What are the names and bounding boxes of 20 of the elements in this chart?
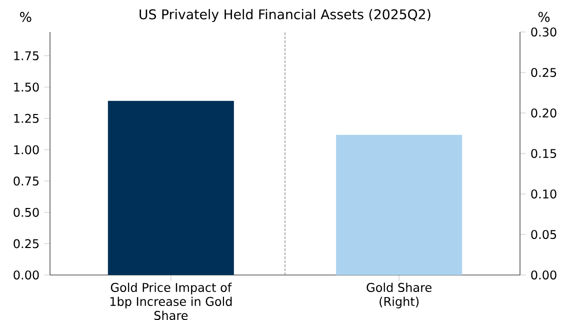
x-tick-label: Gold Price Impact of 1bp Increase in Gold Share (110, 282, 232, 320)
y2-tick-label: 0.00 (531, 270, 556, 280)
y-axis-title: % (20, 12, 32, 22)
y-tick-label: 0.75 (14, 176, 39, 186)
y2-axis-title: % (538, 12, 550, 22)
x-tick-label: Gold Share (Right) (366, 282, 432, 308)
y2-tick-label: 0.10 (531, 189, 556, 199)
y-tick-label: 1.25 (14, 114, 39, 123)
y-tick-label: 1.50 (14, 82, 39, 92)
y-tick-label: 0.25 (14, 239, 39, 248)
y-tick-label: 0.00 (14, 270, 39, 280)
y2-tick-label: 0.20 (531, 108, 556, 118)
y2-tick-label: 0.15 (531, 148, 556, 158)
y2-tick-label: 0.25 (531, 68, 556, 78)
y-tick-label: 1.75 (14, 51, 39, 60)
chart-title: US Privately Held Financial Assets (2025Q2) (140, 9, 430, 22)
y-tick-label: 1.00 (14, 145, 39, 154)
y2-tick-label: 0.30 (531, 27, 556, 37)
y2-tick-label: 0.05 (531, 230, 556, 240)
y-tick-label: 0.50 (14, 208, 39, 217)
